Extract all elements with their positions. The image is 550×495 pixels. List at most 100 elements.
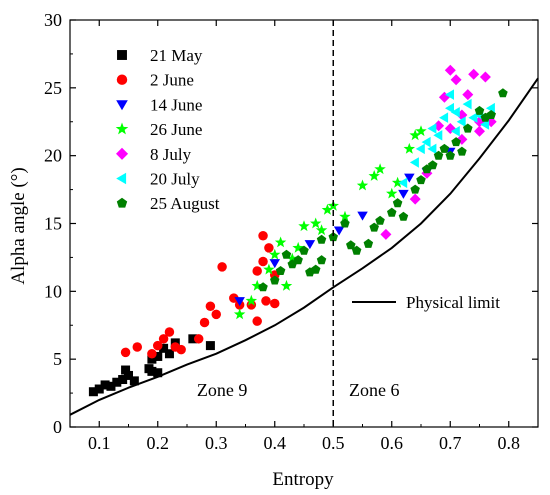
data-point [357, 211, 368, 221]
data-point [217, 262, 227, 272]
x-axis-title: Entropy [272, 469, 334, 490]
data-point [463, 123, 473, 133]
data-point [386, 187, 398, 199]
data-point [409, 193, 421, 205]
series-4 [233, 125, 427, 320]
data-point [310, 264, 321, 274]
data-point [480, 119, 490, 130]
y-tick-label: 5 [53, 349, 62, 369]
data-point [205, 301, 216, 312]
data-point [121, 365, 131, 375]
data-point [439, 112, 449, 123]
data-point [368, 170, 380, 181]
data-point [391, 176, 404, 188]
legend-entry: 2 June [116, 71, 194, 90]
x-tick-label: 0.2 [147, 433, 170, 453]
data-point [321, 203, 334, 215]
legend-label: 14 June [150, 95, 202, 114]
legend-label: 21 May [150, 46, 203, 65]
data-point [427, 143, 437, 155]
data-point [261, 296, 271, 306]
x-tick-label: 0.5 [322, 433, 345, 453]
data-point [193, 334, 204, 344]
series-7 [258, 88, 508, 292]
data-point [445, 102, 454, 114]
data-point [333, 226, 345, 236]
data-point [280, 279, 293, 291]
data-point [129, 376, 139, 386]
data-point [451, 137, 461, 147]
data-point [363, 238, 374, 248]
y-tick-label: 15 [44, 214, 62, 234]
x-tick-label: 0.6 [381, 433, 404, 453]
data-point [147, 348, 157, 359]
data-point [369, 222, 379, 232]
data-point [374, 163, 386, 175]
data-point [410, 184, 420, 194]
data-point [316, 234, 327, 244]
data-point [258, 282, 268, 292]
data-point [351, 245, 362, 255]
x-tick-label: 0.7 [439, 433, 462, 453]
data-point [205, 341, 215, 351]
data-point [299, 245, 309, 255]
data-point [398, 189, 409, 199]
data-point [292, 241, 304, 253]
legend-entry: 26 June [115, 120, 202, 139]
legend-entry: 25 August [116, 194, 220, 213]
x-tick-label: 0.4 [264, 433, 287, 453]
data-point [462, 98, 472, 110]
legend-marker [116, 74, 128, 85]
legend-entry: 8 July [116, 145, 192, 164]
axes: 0.1 0.2 0.3 0.4 0.5 0.6 0.7 0.8 0 5 10 15 20 25 30 [44, 10, 539, 453]
data-point [158, 334, 169, 344]
data-point [252, 266, 262, 276]
data-point [233, 308, 246, 320]
data-point [270, 275, 280, 285]
data-point [375, 215, 385, 225]
data-point [346, 240, 356, 250]
data-point [159, 343, 169, 353]
data-point [433, 150, 444, 160]
data-point [398, 177, 408, 189]
legend-entry: 20 July [116, 170, 200, 189]
legend-entry: 21 May [117, 46, 203, 65]
data-point [409, 129, 421, 141]
data-point [118, 375, 128, 385]
legend-label: 8 July [150, 145, 192, 164]
data-point [153, 340, 163, 351]
data-point [328, 232, 338, 242]
legend-marker [116, 172, 127, 185]
data-point [415, 125, 427, 137]
data-point [479, 71, 491, 83]
data-point [415, 143, 425, 155]
data-point [403, 142, 415, 154]
data-point [456, 116, 466, 127]
legend-label: Physical limit [406, 293, 500, 312]
data-point [310, 217, 322, 229]
data-point [450, 107, 460, 118]
y-tick-label: 0 [53, 417, 62, 437]
data-point [245, 294, 258, 306]
data-point [264, 243, 274, 253]
data-point [433, 130, 443, 141]
data-point [450, 74, 462, 86]
data-point [153, 351, 163, 361]
y-tick-label: 20 [44, 146, 62, 166]
data-point [234, 297, 245, 307]
data-point [188, 334, 198, 344]
data-point [132, 342, 143, 352]
data-point [298, 220, 310, 232]
zone-label-2: Zone 6 [349, 380, 399, 400]
data-point [252, 316, 262, 326]
data-point [274, 236, 287, 248]
data-point [153, 368, 163, 378]
data-point [88, 387, 98, 397]
physical-limit-line [69, 77, 539, 416]
data-point [392, 198, 403, 208]
legend-entry-physical-limit: Physical limit [352, 293, 500, 312]
series-2 [120, 230, 280, 359]
data-point [468, 68, 480, 80]
data-point [275, 266, 286, 275]
